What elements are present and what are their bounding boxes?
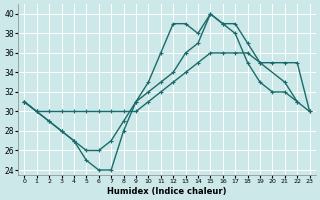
X-axis label: Humidex (Indice chaleur): Humidex (Indice chaleur): [107, 187, 227, 196]
